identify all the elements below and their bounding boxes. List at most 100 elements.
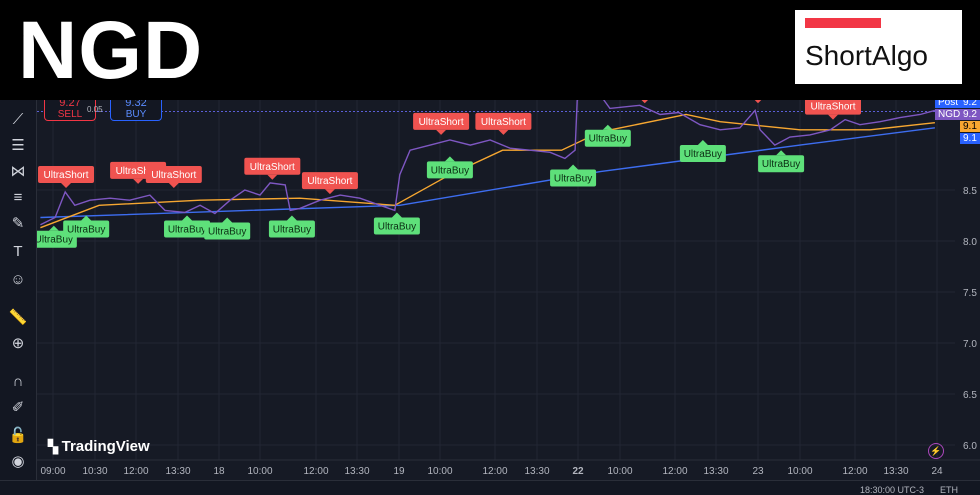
marker-label: UltraShort — [250, 162, 295, 173]
x-tick-label: 12:00 — [482, 466, 507, 477]
zoom-in-icon[interactable]: ⊕ — [11, 335, 25, 352]
trendline-icon[interactable]: ⟋ — [12, 111, 24, 128]
marker-box — [758, 155, 805, 173]
marker-label: UltraBuy — [684, 149, 722, 160]
marker-label: UltraBuy — [554, 174, 592, 185]
marker-pointer — [444, 156, 455, 162]
x-tick-label: 13:30 — [703, 466, 728, 477]
marker-label: UltraShort — [44, 170, 89, 181]
y-tick-label: 6.5 — [963, 390, 977, 401]
buy-price: 9.32 — [125, 97, 147, 109]
marker-pointer — [81, 215, 92, 221]
marker-box — [145, 165, 202, 183]
x-tick-label: 10:00 — [427, 466, 452, 477]
symbol-label: NGD — [935, 109, 964, 120]
tradingview-watermark: ▚ TradingView — [48, 438, 150, 455]
marker-box — [63, 220, 110, 238]
marker-pointer — [776, 150, 787, 156]
marker-label: UltraBuy — [168, 225, 206, 236]
ultrashort-marker: UltraShort — [805, 97, 861, 120]
marker-label: UltraBuy — [431, 165, 469, 176]
marker-pointer — [48, 225, 59, 231]
marker-pointer — [391, 212, 402, 218]
x-tick-label: 13:30 — [524, 466, 549, 477]
overlay-header: NGD ShortAlgo — [0, 0, 980, 100]
x-tick-label: 12:00 — [842, 466, 867, 477]
ultrashort-marker: UltraShort — [244, 157, 301, 180]
marker-label: UltraShort — [116, 166, 161, 177]
x-tick-label: 13:30 — [344, 466, 369, 477]
top-price-label: 9.2 — [960, 97, 980, 108]
lock-drawing-icon[interactable]: ✐ — [11, 399, 25, 416]
marker-box — [301, 172, 358, 190]
marker-label: UltraShort — [481, 117, 526, 128]
marker-label: UltraShort — [307, 176, 352, 187]
ruler-icon[interactable]: 📏 — [8, 309, 28, 326]
magnet-icon[interactable]: ∩ — [12, 373, 24, 390]
x-tick-label: 23 — [752, 466, 764, 477]
marker-pointer — [828, 114, 838, 120]
marker-pointer — [267, 174, 278, 180]
marker-box — [164, 220, 211, 238]
ultrashort-marker: UltraShort — [475, 112, 532, 135]
post-label: Post — [935, 97, 962, 108]
pattern-icon[interactable]: ⋈ — [10, 163, 26, 180]
marker-pointer — [602, 124, 613, 130]
x-tick-label: 12:00 — [303, 466, 328, 477]
y-tick-label: 8.0 — [963, 237, 977, 248]
sell-label: SELL — [57, 109, 83, 120]
marker-box — [413, 112, 470, 130]
x-tick-label: 13:30 — [883, 466, 908, 477]
marker-box — [204, 222, 251, 240]
logo-bar — [805, 18, 881, 28]
marker-label: UltraBuy — [762, 159, 800, 170]
marker-box — [550, 169, 597, 187]
x-tick-label: 10:00 — [787, 466, 812, 477]
x-tick-label: 19 — [393, 466, 405, 477]
lock-icon[interactable]: 🔓 — [8, 427, 28, 444]
ultrabuy-marker: UltraBuy — [268, 215, 315, 238]
bottom-bar: 18:30:00 UTC-3 ETH — [0, 480, 980, 495]
eye-icon[interactable]: ◉ — [11, 453, 25, 470]
marker-label: UltraBuy — [208, 227, 246, 238]
orange-ma-label: 9.1 — [960, 121, 980, 132]
fib-icon[interactable]: ☰ — [11, 137, 25, 154]
marker-pointer — [568, 164, 579, 170]
marker-label: UltraBuy — [378, 221, 416, 232]
marker-pointer — [697, 140, 708, 146]
series-line — [40, 87, 936, 226]
clock: 18:30:00 UTC-3 — [860, 485, 925, 495]
measure-tools-icon[interactable]: ≡ — [13, 189, 23, 206]
marker-pointer — [61, 182, 72, 188]
ultrabuy-marker: UltraBuy — [204, 217, 251, 240]
marker-label: UltraShort — [810, 102, 855, 113]
x-tick-label: 12:00 — [662, 466, 687, 477]
sell-price: 9.27 — [59, 97, 81, 109]
x-tick-label: 10:00 — [247, 466, 272, 477]
marker-box — [679, 145, 726, 163]
y-tick-label: 6.0 — [963, 441, 977, 452]
marker-pointer — [324, 189, 335, 195]
emoji-icon[interactable]: ☺ — [10, 271, 26, 288]
marker-pointer — [222, 217, 233, 223]
session-toggle[interactable]: ETH — [940, 485, 958, 495]
x-tick-label: 18 — [213, 466, 225, 477]
buy-label: BUY — [125, 109, 147, 120]
shortalgo-logo: ShortAlgo — [795, 10, 962, 84]
marker-box — [426, 161, 473, 179]
brush-icon[interactable]: ✎ — [11, 215, 25, 232]
x-tick-label: 10:00 — [607, 466, 632, 477]
lightning-icon[interactable]: ⚡ — [928, 443, 944, 459]
text-icon[interactable]: T — [13, 243, 23, 260]
marker-pointer — [498, 129, 509, 135]
marker-label: UltraBuy — [589, 134, 627, 145]
marker-pointer — [182, 215, 193, 221]
marker-box — [373, 217, 420, 235]
marker-label: UltraBuy — [35, 235, 73, 246]
ultrashort-marker: UltraShort — [301, 172, 358, 195]
y-tick-label: 7.0 — [963, 339, 977, 350]
x-tick-label: 09:00 — [40, 466, 65, 477]
marker-pointer — [286, 215, 297, 221]
marker-pointer — [436, 129, 447, 135]
y-tick-label: 8.5 — [963, 186, 977, 197]
